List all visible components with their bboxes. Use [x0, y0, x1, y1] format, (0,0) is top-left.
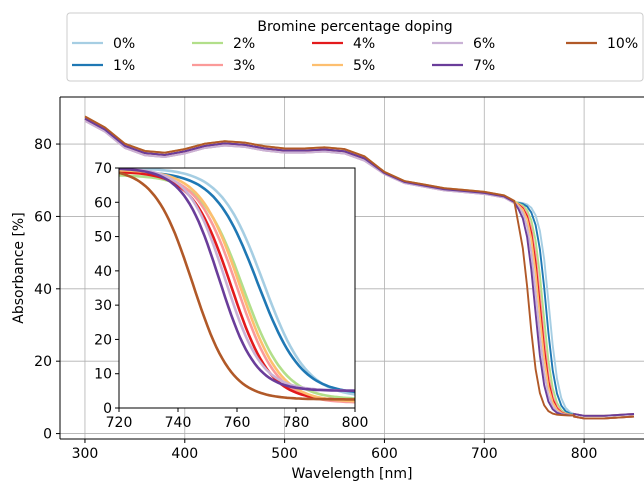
legend: Bromine percentage doping 0% 1% 2% 3% 4% 5% 6%…: [66, 12, 644, 82]
main-series-lines: [84, 115, 635, 420]
main-y-tick-label: 20: [34, 354, 52, 370]
inset-series-line-10pct: [119, 171, 355, 401]
inset-series-lines: [119, 168, 355, 404]
legend-label-6pct: 6%: [473, 36, 495, 52]
inset-x-tick-label: 800: [342, 415, 369, 431]
inset-x-tick-label: 720: [106, 415, 133, 431]
inset-x-tick-label: 760: [224, 415, 251, 431]
main-x-tick-label: 300: [72, 446, 99, 462]
main-x-tick-label: 800: [571, 446, 598, 462]
legend-label-0pct: 0%: [113, 36, 135, 52]
legend-title: Bromine percentage doping: [257, 19, 452, 35]
legend-label-10pct: 10%: [607, 36, 638, 52]
inset-y-tick-label: 10: [94, 367, 112, 383]
main-y-tick-label: 0: [43, 427, 52, 443]
legend-label-1pct: 1%: [113, 58, 135, 74]
inset-y-tick-label: 40: [94, 264, 112, 280]
inset-y-tick-label: 30: [94, 298, 112, 314]
main-x-tick-label: 600: [371, 446, 398, 462]
main-x-axis-label: Wavelength [nm]: [292, 466, 413, 482]
inset-y-tick-label: 20: [94, 332, 112, 348]
inset-x-tick-label: 780: [283, 415, 310, 431]
inset-y-tick-label: 0: [103, 401, 112, 417]
inset-series-line-2pct: [119, 174, 355, 400]
legend-label-4pct: 4%: [353, 36, 375, 52]
main-x-tick-label: 500: [271, 446, 298, 462]
inset-x-tick-label: 740: [165, 415, 192, 431]
inset-ticks: 720 740 760 780 800 0 10 20 30 40 50 60 70: [94, 161, 368, 431]
legend-label-5pct: 5%: [353, 58, 375, 74]
inset-y-tick-label: 60: [94, 195, 112, 211]
legend-label-7pct: 7%: [473, 58, 495, 74]
main-x-tick-label: 400: [171, 446, 198, 462]
main-axes-frame: [59, 96, 644, 440]
inset-series-line-7pct: [119, 168, 355, 392]
legend-label-2pct: 2%: [233, 36, 255, 52]
main-series-line-10pct: [84, 115, 635, 420]
main-y-tick-label: 40: [34, 282, 52, 298]
main-y-axis-label: Absorbance [%]: [11, 212, 27, 323]
inset-y-tick-label: 50: [94, 230, 112, 246]
main-x-tick-label: 700: [471, 446, 498, 462]
legend-label-3pct: 3%: [233, 58, 255, 74]
main-y-tick-label: 60: [34, 209, 52, 225]
inset-y-tick-label: 70: [94, 161, 112, 177]
main-y-tick-label: 80: [34, 137, 52, 153]
